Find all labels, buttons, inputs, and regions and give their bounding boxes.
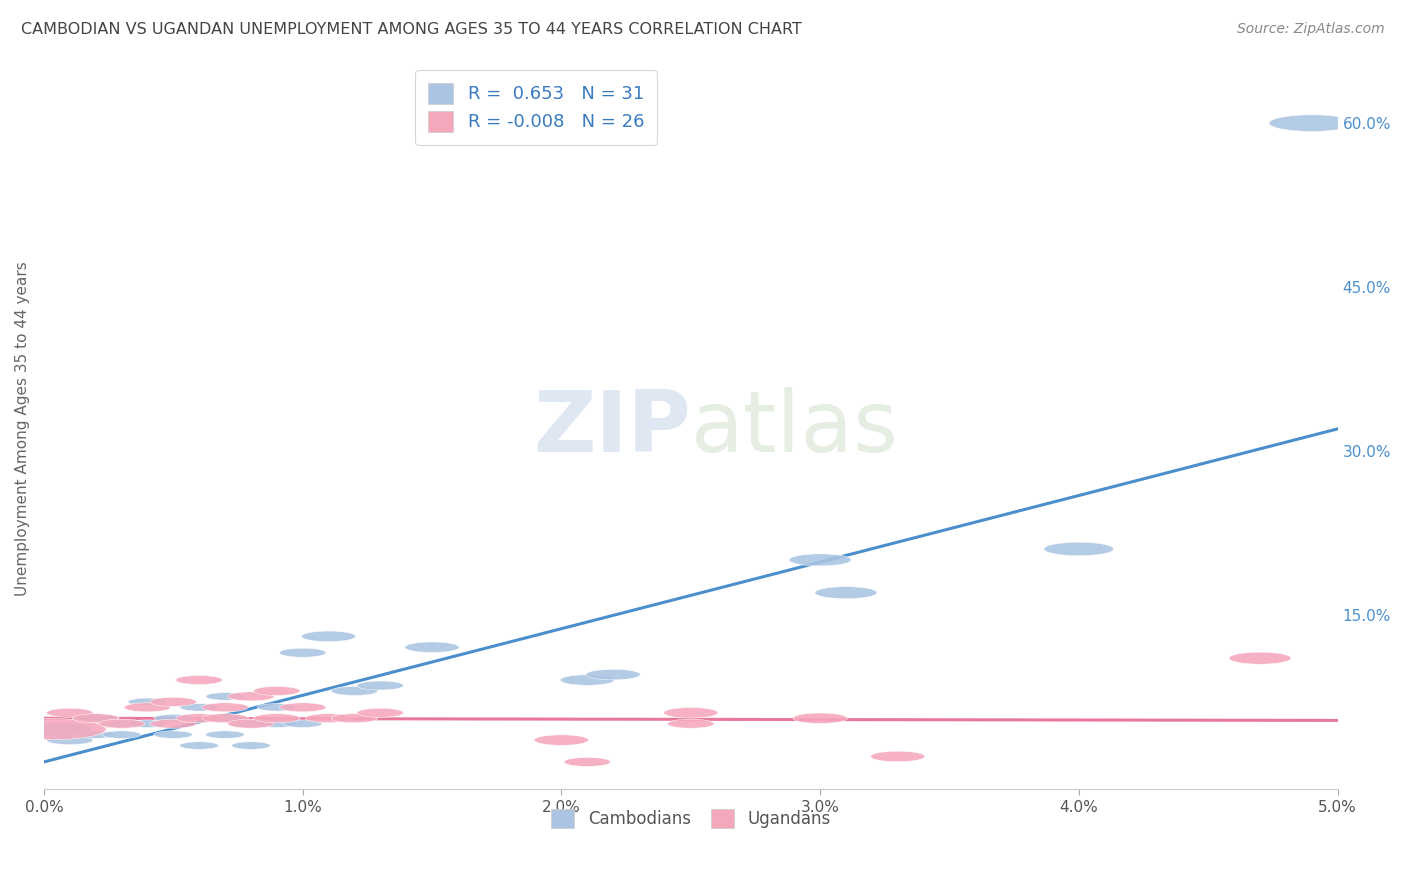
Ellipse shape (793, 713, 848, 723)
Ellipse shape (815, 587, 877, 599)
Ellipse shape (330, 687, 378, 696)
Ellipse shape (253, 714, 299, 723)
Ellipse shape (205, 714, 245, 722)
Ellipse shape (253, 687, 299, 696)
Ellipse shape (280, 703, 326, 712)
Ellipse shape (789, 554, 851, 566)
Ellipse shape (98, 719, 145, 728)
Ellipse shape (205, 692, 245, 700)
Text: CAMBODIAN VS UGANDAN UNEMPLOYMENT AMONG AGES 35 TO 44 YEARS CORRELATION CHART: CAMBODIAN VS UGANDAN UNEMPLOYMENT AMONG … (21, 22, 801, 37)
Ellipse shape (103, 720, 141, 728)
Ellipse shape (46, 736, 93, 745)
Ellipse shape (46, 708, 93, 717)
Ellipse shape (228, 692, 274, 701)
Ellipse shape (103, 731, 141, 739)
Ellipse shape (0, 719, 105, 739)
Ellipse shape (22, 723, 91, 736)
Ellipse shape (257, 720, 297, 728)
Ellipse shape (76, 731, 115, 739)
Ellipse shape (201, 703, 249, 712)
Ellipse shape (257, 704, 297, 711)
Ellipse shape (128, 698, 167, 706)
Ellipse shape (357, 708, 404, 717)
Legend: Cambodians, Ugandans: Cambodians, Ugandans (544, 803, 837, 835)
Text: atlas: atlas (690, 387, 898, 470)
Ellipse shape (664, 707, 718, 718)
Ellipse shape (180, 742, 218, 749)
Ellipse shape (1270, 115, 1354, 131)
Ellipse shape (128, 720, 167, 728)
Ellipse shape (150, 719, 197, 728)
Ellipse shape (564, 757, 610, 766)
Ellipse shape (405, 642, 460, 653)
Text: ZIP: ZIP (533, 387, 690, 470)
Ellipse shape (72, 714, 120, 723)
Text: Source: ZipAtlas.com: Source: ZipAtlas.com (1237, 22, 1385, 37)
Ellipse shape (870, 751, 925, 762)
Ellipse shape (357, 681, 404, 690)
Ellipse shape (305, 714, 352, 723)
Ellipse shape (72, 714, 120, 723)
Ellipse shape (301, 631, 356, 641)
Ellipse shape (153, 714, 193, 722)
Ellipse shape (668, 719, 714, 728)
Ellipse shape (1045, 542, 1114, 556)
Ellipse shape (232, 742, 270, 749)
Ellipse shape (201, 714, 249, 723)
Y-axis label: Unemployment Among Ages 35 to 44 years: Unemployment Among Ages 35 to 44 years (15, 261, 30, 596)
Ellipse shape (176, 675, 222, 684)
Ellipse shape (228, 719, 274, 728)
Ellipse shape (176, 714, 222, 723)
Ellipse shape (150, 698, 197, 706)
Ellipse shape (180, 704, 218, 711)
Ellipse shape (560, 674, 614, 685)
Ellipse shape (232, 720, 270, 728)
Ellipse shape (1229, 652, 1291, 665)
Ellipse shape (586, 669, 640, 680)
Ellipse shape (153, 731, 193, 739)
Ellipse shape (330, 714, 378, 723)
Ellipse shape (534, 735, 589, 746)
Ellipse shape (205, 731, 245, 739)
Ellipse shape (283, 720, 322, 728)
Ellipse shape (280, 648, 326, 657)
Ellipse shape (124, 703, 170, 712)
